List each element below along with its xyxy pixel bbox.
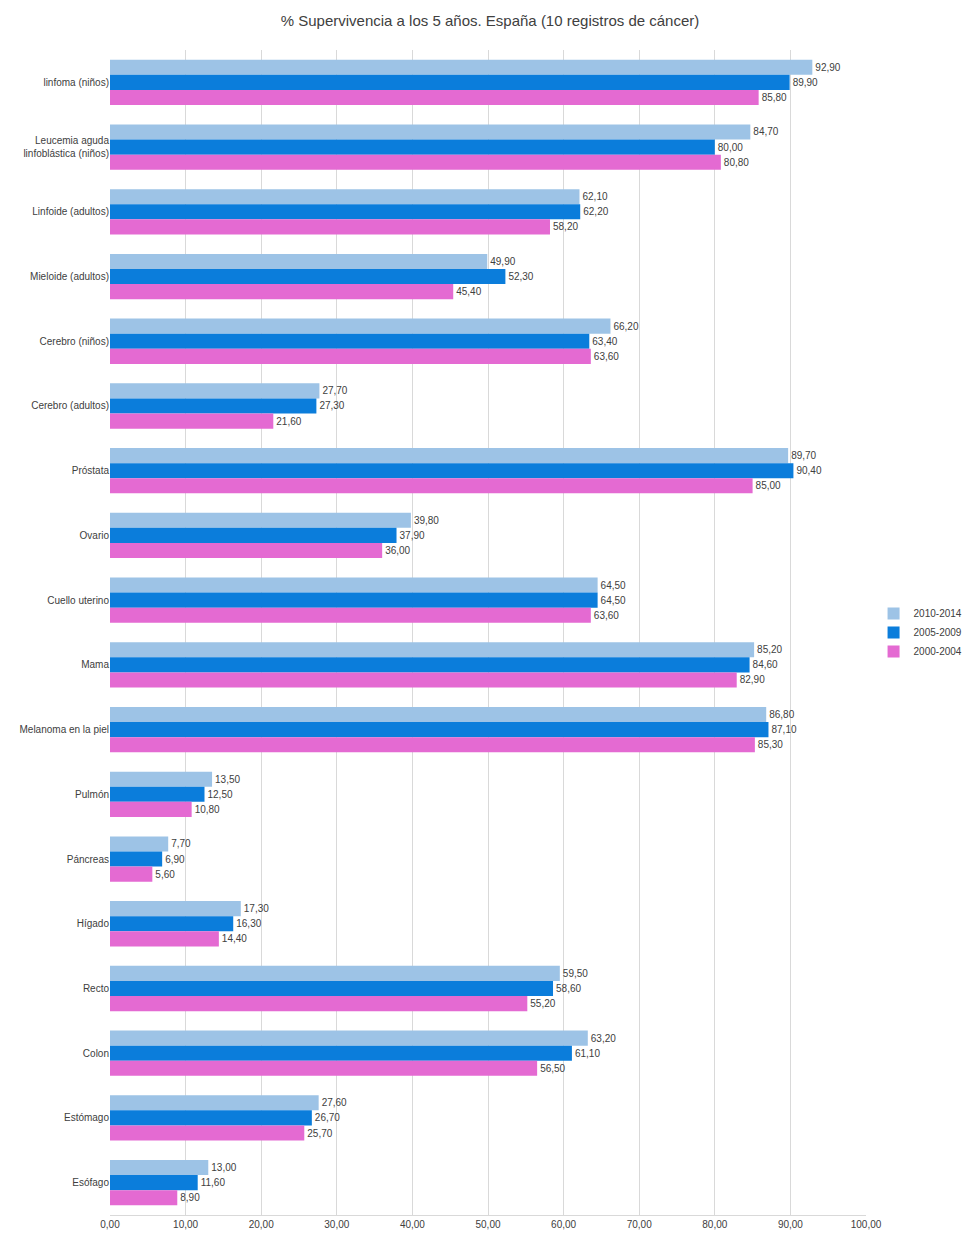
svg-text:27,30: 27,30 [319, 400, 344, 411]
svg-text:90,40: 90,40 [796, 465, 821, 476]
svg-text:58,20: 58,20 [553, 221, 578, 232]
svg-text:Estómago: Estómago [64, 1112, 109, 1123]
svg-text:27,70: 27,70 [322, 385, 347, 396]
svg-text:Colon: Colon [83, 1048, 109, 1059]
svg-text:61,10: 61,10 [575, 1048, 600, 1059]
svg-text:30,00: 30,00 [324, 1219, 349, 1230]
svg-text:2000-2004: 2000-2004 [914, 646, 962, 657]
svg-text:Hígado: Hígado [77, 918, 110, 929]
svg-text:63,20: 63,20 [591, 1033, 616, 1044]
svg-text:63,40: 63,40 [592, 336, 617, 347]
svg-text:Mieloide (adultos): Mieloide (adultos) [30, 271, 109, 282]
svg-text:89,70: 89,70 [791, 450, 816, 461]
svg-text:26,70: 26,70 [315, 1112, 340, 1123]
svg-text:16,30: 16,30 [236, 918, 261, 929]
svg-text:% Supervivencia a los 5 años.: % Supervivencia a los 5 años. España (10… [281, 12, 700, 29]
svg-text:85,20: 85,20 [757, 644, 782, 655]
svg-text:5,60: 5,60 [155, 869, 175, 880]
svg-text:85,00: 85,00 [756, 480, 781, 491]
svg-text:60,00: 60,00 [551, 1219, 576, 1230]
svg-text:92,90: 92,90 [815, 62, 840, 73]
svg-text:Próstata: Próstata [72, 465, 110, 476]
svg-text:8,90: 8,90 [180, 1192, 200, 1203]
svg-text:70,00: 70,00 [627, 1219, 652, 1230]
svg-text:0,00: 0,00 [100, 1219, 120, 1230]
svg-text:20,00: 20,00 [249, 1219, 274, 1230]
svg-text:Cuello uterino: Cuello uterino [47, 595, 109, 606]
svg-text:45,40: 45,40 [456, 286, 481, 297]
svg-text:85,30: 85,30 [758, 739, 783, 750]
svg-text:40,00: 40,00 [400, 1219, 425, 1230]
svg-text:64,50: 64,50 [601, 595, 626, 606]
svg-text:10,00: 10,00 [173, 1219, 198, 1230]
svg-text:linfoma (niños): linfoma (niños) [43, 77, 109, 88]
svg-text:11,60: 11,60 [201, 1177, 226, 1188]
svg-text:Mama: Mama [81, 659, 109, 670]
svg-text:55,20: 55,20 [530, 998, 555, 1009]
svg-text:63,60: 63,60 [594, 351, 619, 362]
svg-text:10,80: 10,80 [195, 804, 220, 815]
svg-text:87,10: 87,10 [771, 724, 796, 735]
svg-text:39,80: 39,80 [414, 515, 439, 526]
svg-text:80,00: 80,00 [702, 1219, 727, 1230]
svg-text:100,00: 100,00 [851, 1219, 882, 1230]
svg-text:62,10: 62,10 [582, 191, 607, 202]
svg-text:89,90: 89,90 [793, 77, 818, 88]
svg-text:Melanoma en la piel: Melanoma en la piel [20, 724, 110, 735]
svg-text:Esófago: Esófago [72, 1177, 109, 1188]
svg-text:80,80: 80,80 [724, 157, 749, 168]
svg-text:59,50: 59,50 [563, 968, 588, 979]
svg-text:90,00: 90,00 [778, 1219, 803, 1230]
svg-text:7,70: 7,70 [171, 838, 191, 849]
svg-text:37,90: 37,90 [400, 530, 425, 541]
svg-text:50,00: 50,00 [475, 1219, 500, 1230]
svg-text:66,20: 66,20 [613, 321, 638, 332]
svg-text:Leucemia agudalinfoblástica (n: Leucemia agudalinfoblástica (niños) [23, 135, 109, 159]
svg-text:Pulmón: Pulmón [75, 789, 109, 800]
svg-text:84,70: 84,70 [753, 126, 778, 137]
svg-text:Linfoide (adultos): Linfoide (adultos) [32, 206, 109, 217]
svg-text:84,60: 84,60 [753, 659, 778, 670]
svg-text:2010-2014: 2010-2014 [914, 608, 962, 619]
svg-text:2005-2009: 2005-2009 [914, 627, 962, 638]
svg-text:17,30: 17,30 [244, 903, 269, 914]
svg-text:52,30: 52,30 [508, 271, 533, 282]
svg-text:Páncreas: Páncreas [67, 854, 109, 865]
svg-text:Cerebro (adultos): Cerebro (adultos) [31, 400, 109, 411]
svg-text:13,00: 13,00 [211, 1162, 236, 1173]
svg-text:Ovario: Ovario [80, 530, 110, 541]
svg-text:62,20: 62,20 [583, 206, 608, 217]
svg-text:6,90: 6,90 [165, 854, 185, 865]
svg-text:49,90: 49,90 [490, 256, 515, 267]
svg-text:36,00: 36,00 [385, 545, 410, 556]
svg-text:21,60: 21,60 [276, 416, 301, 427]
svg-text:86,80: 86,80 [769, 709, 794, 720]
svg-text:82,90: 82,90 [740, 674, 765, 685]
svg-text:14,40: 14,40 [222, 933, 247, 944]
svg-text:Recto: Recto [83, 983, 110, 994]
svg-text:13,50: 13,50 [215, 774, 240, 785]
svg-text:63,60: 63,60 [594, 610, 619, 621]
svg-text:27,60: 27,60 [322, 1097, 347, 1108]
svg-text:80,00: 80,00 [718, 142, 743, 153]
svg-text:56,50: 56,50 [540, 1063, 565, 1074]
svg-text:12,50: 12,50 [208, 789, 233, 800]
svg-text:Cerebro (niños): Cerebro (niños) [40, 336, 109, 347]
svg-text:25,70: 25,70 [307, 1128, 332, 1139]
svg-text:58,60: 58,60 [556, 983, 581, 994]
svg-text:85,80: 85,80 [762, 92, 787, 103]
svg-text:64,50: 64,50 [601, 580, 626, 591]
